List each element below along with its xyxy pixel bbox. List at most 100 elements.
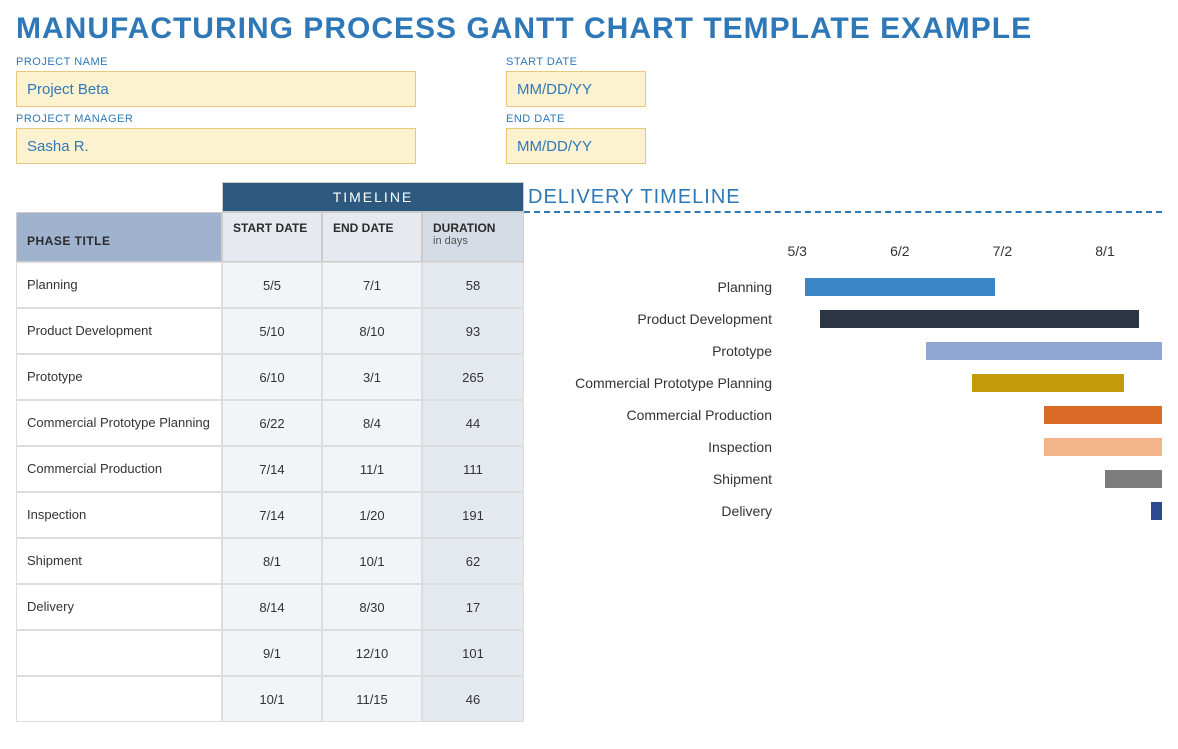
cell-phase: Shipment bbox=[16, 538, 222, 584]
cell-end: 8/4 bbox=[322, 400, 422, 446]
cell-start: 5/10 bbox=[222, 308, 322, 354]
gantt-label: Planning bbox=[532, 279, 782, 295]
col-head-start-text: START DATE bbox=[233, 221, 311, 235]
col-head-dur-text: DURATION bbox=[433, 221, 513, 235]
table-row: Delivery8/148/3017 bbox=[16, 584, 524, 630]
gantt-row: Commercial Production bbox=[532, 401, 1162, 429]
gantt-bar bbox=[820, 310, 1139, 328]
gantt-bar bbox=[1044, 438, 1162, 456]
gantt-bar bbox=[1105, 470, 1162, 488]
cell-end: 1/20 bbox=[322, 492, 422, 538]
cell-phase: Inspection bbox=[16, 492, 222, 538]
cell-end: 3/1 bbox=[322, 354, 422, 400]
cell-duration: 17 bbox=[422, 584, 524, 630]
cell-duration: 44 bbox=[422, 400, 524, 446]
label-end-date: END DATE bbox=[506, 113, 646, 125]
cell-duration: 265 bbox=[422, 354, 524, 400]
cell-duration: 93 bbox=[422, 308, 524, 354]
cell-duration: 58 bbox=[422, 262, 524, 308]
cell-phase: Commercial Production bbox=[16, 446, 222, 492]
gantt-row: Product Development bbox=[532, 305, 1162, 333]
input-project-manager[interactable] bbox=[16, 128, 416, 164]
input-end-date[interactable] bbox=[506, 128, 646, 164]
cell-start: 7/14 bbox=[222, 446, 322, 492]
meta-row-1: PROJECT NAME START DATE bbox=[16, 56, 1162, 107]
cell-duration: 191 bbox=[422, 492, 524, 538]
delivery-title: DELIVERY TIMELINE bbox=[524, 186, 1162, 209]
gantt-bar bbox=[805, 278, 995, 296]
field-end-date: END DATE bbox=[506, 113, 646, 164]
gantt-row: Prototype bbox=[532, 337, 1162, 365]
gantt-row: Delivery bbox=[532, 497, 1162, 525]
cell-start: 8/1 bbox=[222, 538, 322, 584]
table-row: 9/112/10101 bbox=[16, 630, 524, 676]
dashed-divider bbox=[524, 211, 1162, 213]
x-tick: 8/1 bbox=[1095, 243, 1114, 259]
cell-end: 8/30 bbox=[322, 584, 422, 630]
cell-phase bbox=[16, 630, 222, 676]
gantt-track bbox=[782, 374, 1162, 392]
gantt-label: Commercial Prototype Planning bbox=[532, 375, 782, 391]
label-project-name: PROJECT NAME bbox=[16, 56, 416, 68]
gantt-track bbox=[782, 278, 1162, 296]
table-row: Commercial Prototype Planning6/228/444 bbox=[16, 400, 524, 446]
label-start-date: START DATE bbox=[506, 56, 646, 68]
cell-start: 8/14 bbox=[222, 584, 322, 630]
input-start-date[interactable] bbox=[506, 71, 646, 107]
col-head-end-text: END DATE bbox=[333, 221, 411, 235]
gantt-track bbox=[782, 470, 1162, 488]
gantt-track bbox=[782, 438, 1162, 456]
col-head-start: START DATE bbox=[222, 212, 322, 262]
gantt-bar bbox=[1151, 502, 1162, 520]
x-axis: 5/36/27/28/1 bbox=[782, 243, 1162, 267]
gantt-label: Inspection bbox=[532, 439, 782, 455]
cell-phase: Product Development bbox=[16, 308, 222, 354]
gantt-label: Product Development bbox=[532, 311, 782, 327]
cell-start: 6/10 bbox=[222, 354, 322, 400]
cell-start: 6/22 bbox=[222, 400, 322, 446]
gantt-label: Shipment bbox=[532, 471, 782, 487]
table-row: Shipment8/110/162 bbox=[16, 538, 524, 584]
gantt-bar bbox=[926, 342, 1162, 360]
table-row: Product Development5/108/1093 bbox=[16, 308, 524, 354]
gantt-bar bbox=[1044, 406, 1162, 424]
gantt-row: Commercial Prototype Planning bbox=[532, 369, 1162, 397]
x-tick: 6/2 bbox=[890, 243, 909, 259]
gantt-track bbox=[782, 342, 1162, 360]
cell-end: 11/15 bbox=[322, 676, 422, 722]
label-project-manager: PROJECT MANAGER bbox=[16, 113, 416, 125]
table-row: Planning5/57/158 bbox=[16, 262, 524, 308]
cell-end: 10/1 bbox=[322, 538, 422, 584]
gantt-rows: Planning Product Development Prototype Comm… bbox=[532, 273, 1162, 525]
cell-end: 12/10 bbox=[322, 630, 422, 676]
input-project-name[interactable] bbox=[16, 71, 416, 107]
field-project-manager: PROJECT MANAGER bbox=[16, 113, 416, 164]
gantt-chart: DELIVERY TIMELINE 5/36/27/28/1 PlanningP… bbox=[524, 182, 1162, 722]
cell-end: 11/1 bbox=[322, 446, 422, 492]
table-row: 10/111/1546 bbox=[16, 676, 524, 722]
meta-row-2: PROJECT MANAGER END DATE bbox=[16, 113, 1162, 164]
gantt-row: Inspection bbox=[532, 433, 1162, 461]
col-head-dur-sub: in days bbox=[433, 235, 513, 247]
cell-phase bbox=[16, 676, 222, 722]
col-head-end: END DATE bbox=[322, 212, 422, 262]
gantt-label: Delivery bbox=[532, 503, 782, 519]
gantt-track bbox=[782, 502, 1162, 520]
cell-duration: 101 bbox=[422, 630, 524, 676]
cell-end: 7/1 bbox=[322, 262, 422, 308]
x-tick: 7/2 bbox=[993, 243, 1012, 259]
col-head-duration: DURATION in days bbox=[422, 212, 524, 262]
gantt-track bbox=[782, 310, 1162, 328]
cell-duration: 111 bbox=[422, 446, 524, 492]
cell-phase: Planning bbox=[16, 262, 222, 308]
cell-start: 5/5 bbox=[222, 262, 322, 308]
gantt-bar bbox=[972, 374, 1124, 392]
field-project-name: PROJECT NAME bbox=[16, 56, 416, 107]
table-row: Prototype6/103/1265 bbox=[16, 354, 524, 400]
page-title: MANUFACTURING PROCESS GANTT CHART TEMPLA… bbox=[16, 12, 1162, 46]
gantt-row: Planning bbox=[532, 273, 1162, 301]
col-head-phase: PHASE TITLE bbox=[16, 212, 222, 262]
timeline-banner: TIMELINE bbox=[222, 182, 524, 212]
gantt-track bbox=[782, 406, 1162, 424]
cell-end: 8/10 bbox=[322, 308, 422, 354]
